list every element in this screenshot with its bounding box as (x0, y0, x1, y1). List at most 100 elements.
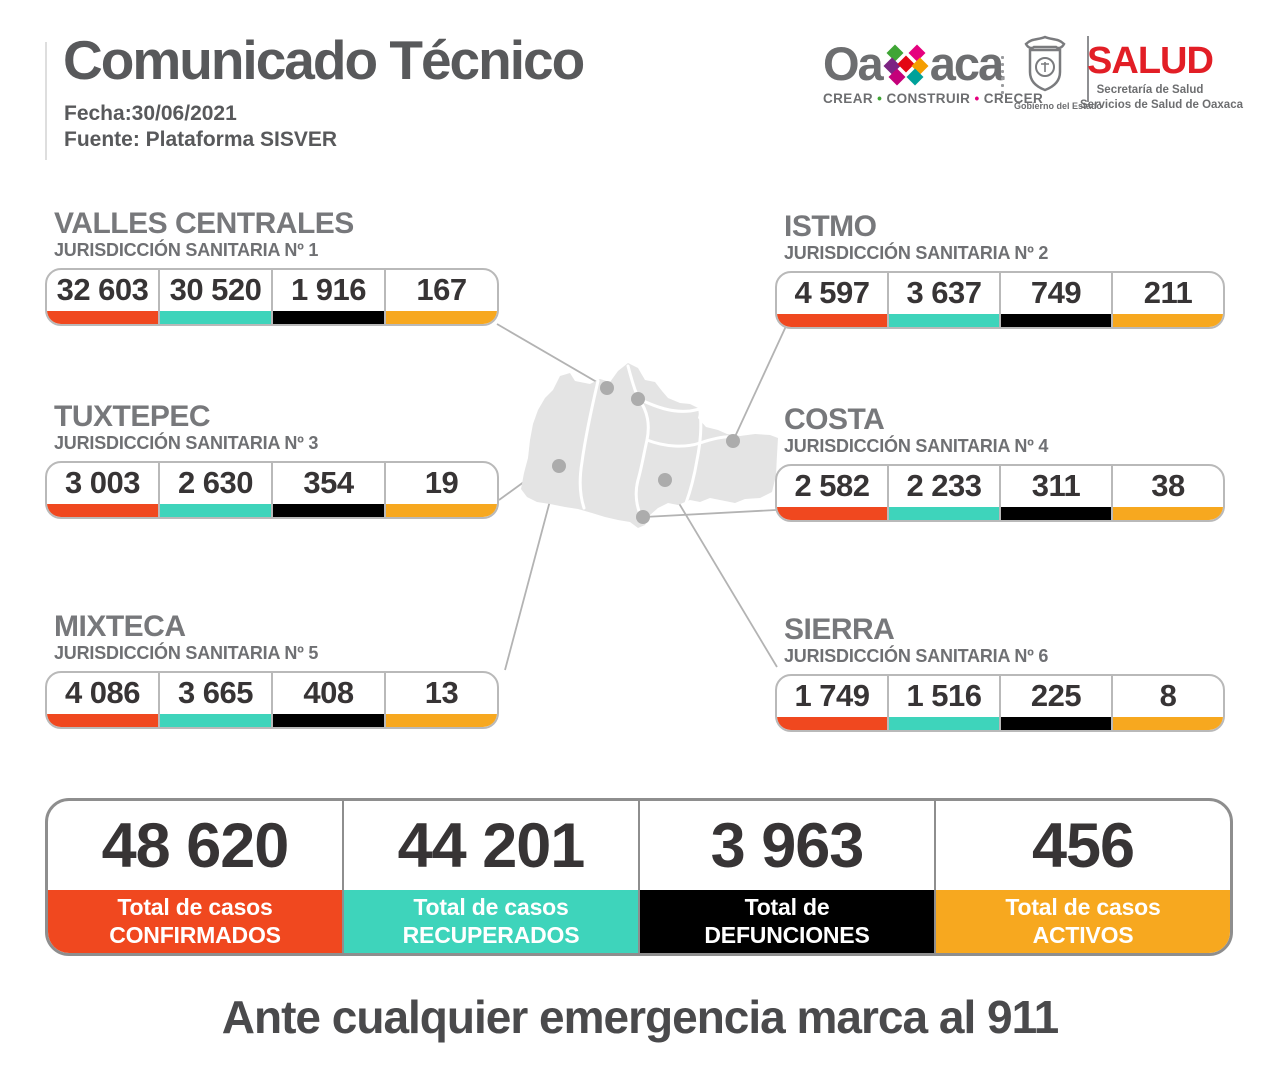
active-cell: 13 (386, 673, 497, 727)
region-jurisdiction: JURISDICCIÓN SANITARIA Nº 1 (54, 239, 319, 260)
connector-line-costa (643, 509, 777, 518)
deaths-bar (1001, 506, 1111, 520)
recovered-cell: 1 516 (889, 675, 1001, 730)
map-dot-istmo (726, 434, 740, 448)
total-recovered-label: Total de casos RECUPERADOS (344, 890, 638, 953)
recovered-cell: 3 637 (889, 272, 1001, 327)
region-stats-table: 1 749 1 516 225 8 (775, 673, 1225, 732)
region-block-mixteca: MIXTECA JURISDICCIÓN SANITARIA Nº 5 4 08… (45, 611, 499, 729)
total-active-value: 456 (1031, 810, 1135, 881)
deaths-bar (273, 503, 384, 517)
source-label: Fuente: Plataforma SISVER (64, 128, 338, 152)
region-stats-table: 32 603 30 520 1 916 167 (45, 267, 499, 326)
confirmed-cell: 32 603 (47, 269, 160, 324)
deaths-cell: 311 (1001, 465, 1113, 520)
active-bar (1113, 506, 1223, 520)
region-stats-table: 4 086 3 665 408 13 (45, 670, 499, 729)
active-bar (386, 713, 497, 727)
salud-logo-text: SALUD (1087, 40, 1214, 82)
total-recovered-value: 44 201 (397, 810, 586, 881)
total-confirmed-value: 48 620 (101, 810, 290, 881)
region-block-istmo: ISTMO JURISDICCIÓN SANITARIA Nº 2 4 597 … (775, 211, 1225, 329)
active-bar (1113, 716, 1223, 730)
total-confirmed-cell: 48 620 Total de casos CONFIRMADOS (48, 801, 344, 953)
tagline-dot-icon: • (877, 91, 883, 106)
confirmed-bar (777, 506, 887, 520)
recovered-bar (160, 713, 271, 727)
region-name: MIXTECA (54, 610, 186, 643)
oaxaca-logo: Oa aca CREAR • CONSTRUIR • CRECER (823, 37, 1044, 106)
total-confirmed-label: Total de casos CONFIRMADOS (48, 890, 342, 953)
region-name: VALLES CENTRALES (54, 207, 354, 240)
total-deaths-value: 3 963 (710, 810, 865, 881)
region-name: COSTA (784, 403, 885, 436)
region-jurisdiction: JURISDICCIÓN SANITARIA Nº 5 (54, 642, 319, 663)
region-jurisdiction: JURISDICCIÓN SANITARIA Nº 3 (54, 432, 319, 453)
recovered-bar (160, 503, 271, 517)
date-label: Fecha:30/06/2021 (64, 102, 237, 125)
emblem-dots-decoration (1001, 56, 1004, 94)
header-accent-rule (45, 42, 47, 160)
region-stats-table: 2 582 2 233 311 38 (775, 463, 1225, 522)
page-title: Comunicado Técnico (63, 29, 585, 91)
deaths-cell: 225 (1001, 675, 1113, 730)
deaths-bar (1001, 716, 1111, 730)
confirmed-cell: 4 597 (777, 272, 889, 327)
confirmed-bar (47, 310, 158, 324)
recovered-cell: 2 630 (160, 462, 273, 517)
salud-sub1: Secretaría de Salud (1096, 84, 1204, 96)
confirmed-bar (777, 313, 887, 327)
map-dot-valles-centrales (600, 381, 614, 395)
emergency-message: Ante cualquier emergencia marca al 911 (221, 991, 1059, 1043)
deaths-cell: 749 (1001, 272, 1113, 327)
map-region-dots (552, 381, 740, 524)
confirmed-cell: 3 003 (47, 462, 160, 517)
recovered-bar (889, 313, 999, 327)
confirmed-cell: 2 582 (777, 465, 889, 520)
active-cell: 167 (386, 270, 497, 324)
region-block-tuxtepec: TUXTEPEC JURISDICCIÓN SANITARIA Nº 3 3 0… (45, 401, 499, 519)
oaxaca-tagline: CREAR • CONSTRUIR • CRECER (823, 91, 1044, 106)
connector-line-sierra (664, 479, 778, 668)
oaxaca-logo-text-left: Oa (823, 37, 884, 90)
recovered-bar (160, 310, 271, 324)
gobierno-caption: Gobierno del Estado (1014, 101, 1103, 111)
deaths-bar (1001, 313, 1111, 327)
totals-summary-table: 48 620 Total de casos CONFIRMADOS 44 201… (45, 798, 1233, 956)
connector-line-istmo (732, 323, 788, 442)
active-cell: 19 (386, 463, 497, 517)
map-dot-mixteca (552, 459, 566, 473)
oaxaca-state-shape (521, 363, 778, 528)
map-dot-tuxtepec (631, 392, 645, 406)
total-deaths-label: Total de DEFUNCIONES (640, 890, 934, 953)
active-cell: 211 (1113, 273, 1223, 327)
confirmed-bar (777, 716, 887, 730)
active-cell: 38 (1113, 466, 1223, 520)
region-block-costa: COSTA JURISDICCIÓN SANITARIA Nº 4 2 582 … (775, 404, 1225, 522)
total-active-label: Total de casos ACTIVOS (936, 890, 1230, 953)
region-name: TUXTEPEC (54, 400, 211, 433)
oaxaca-logo-text-right: aca (929, 37, 1004, 90)
active-cell: 8 (1113, 676, 1223, 730)
region-jurisdiction: JURISDICCIÓN SANITARIA Nº 6 (784, 645, 1049, 666)
gobierno-emblem: Gobierno del Estado (1014, 34, 1103, 111)
deaths-cell: 408 (273, 672, 386, 727)
total-recovered-cell: 44 201 Total de casos RECUPERADOS (344, 801, 640, 953)
state-shield-icon (1024, 35, 1066, 92)
total-deaths-cell: 3 963 Total de DEFUNCIONES (640, 801, 936, 953)
region-stats-table: 4 597 3 637 749 211 (775, 270, 1225, 329)
recovered-cell: 2 233 (889, 465, 1001, 520)
salud-sub2: Servicios de Salud de Oaxaca (1080, 98, 1243, 111)
region-jurisdiction: JURISDICCIÓN SANITARIA Nº 2 (784, 242, 1049, 263)
deaths-cell: 1 916 (273, 269, 386, 324)
oaxaca-x-icon (883, 44, 929, 85)
active-bar (386, 503, 497, 517)
recovered-bar (889, 506, 999, 520)
salud-logo: SALUD Secretaría de Salud Servicios de S… (1080, 40, 1243, 113)
confirmed-cell: 1 749 (777, 675, 889, 730)
deaths-bar (273, 310, 384, 324)
map-dot-costa (636, 510, 650, 524)
recovered-cell: 3 665 (160, 672, 273, 727)
